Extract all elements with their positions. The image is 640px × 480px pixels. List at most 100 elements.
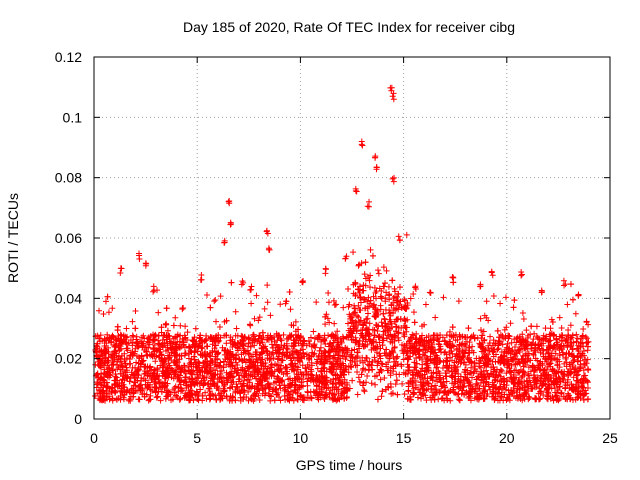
roti-point	[443, 373, 450, 380]
roti-point	[256, 396, 263, 403]
roti-point	[304, 361, 311, 368]
roti-point	[465, 390, 472, 397]
roti-point	[425, 333, 432, 340]
roti-point	[103, 393, 110, 400]
roti-point	[132, 325, 139, 332]
roti-point	[267, 397, 274, 404]
roti-point	[168, 374, 175, 381]
roti-point	[300, 376, 307, 383]
roti-point	[283, 364, 290, 371]
roti-outlier-point	[212, 335, 219, 342]
roti-point	[501, 378, 508, 385]
roti-point	[567, 370, 574, 377]
roti-point	[360, 334, 367, 341]
roti-point	[101, 369, 108, 376]
roti-point	[276, 382, 283, 389]
roti-point	[526, 394, 533, 401]
roti-point	[470, 332, 477, 339]
roti-point	[539, 362, 546, 369]
x-tick-label: 10	[293, 430, 309, 446]
roti-point	[560, 393, 567, 400]
roti-point	[307, 334, 314, 341]
roti-point	[575, 347, 582, 354]
roti-point	[176, 396, 183, 403]
roti-point	[423, 386, 430, 393]
roti-point	[186, 376, 193, 383]
roti-point	[490, 364, 497, 371]
roti-point	[100, 310, 107, 317]
roti-point	[392, 362, 399, 369]
roti-point	[195, 364, 202, 371]
roti-point	[381, 315, 388, 322]
data-points	[92, 84, 592, 404]
grid-lines	[94, 57, 610, 419]
roti-point	[223, 317, 230, 324]
roti-point	[510, 304, 517, 311]
roti-point	[153, 384, 160, 391]
roti-outlier-point	[450, 274, 457, 281]
roti-point	[139, 343, 146, 350]
roti-point	[575, 354, 582, 361]
roti-point	[394, 391, 401, 398]
roti-point	[255, 317, 262, 324]
roti-point	[534, 357, 541, 364]
roti-point	[574, 394, 581, 401]
roti-outlier-point	[240, 279, 247, 286]
roti-point	[311, 343, 318, 350]
roti-point	[204, 343, 211, 350]
roti-point	[583, 335, 590, 342]
roti-point	[96, 335, 103, 342]
roti-point	[185, 383, 192, 390]
roti-point	[443, 378, 450, 385]
roti-point	[104, 383, 111, 390]
roti-point	[398, 304, 405, 311]
roti-point	[568, 381, 575, 388]
roti-point	[511, 297, 518, 304]
roti-point	[130, 388, 137, 395]
roti-point	[365, 303, 372, 310]
roti-point	[211, 298, 218, 305]
roti-point	[280, 331, 287, 338]
roti-point	[127, 352, 134, 359]
roti-point	[351, 309, 358, 316]
roti-point	[521, 371, 528, 378]
roti-point	[213, 356, 220, 363]
roti-point	[202, 368, 209, 375]
roti-point	[511, 344, 518, 351]
roti-point	[558, 390, 565, 397]
roti-point	[300, 349, 307, 356]
roti-point	[306, 340, 313, 347]
roti-point	[197, 351, 204, 358]
roti-point	[161, 379, 168, 386]
roti-point	[308, 359, 315, 366]
y-tick-label: 0	[74, 411, 82, 427]
roti-point	[155, 376, 162, 383]
roti-point	[495, 345, 502, 352]
roti-point	[439, 395, 446, 402]
roti-point	[387, 364, 394, 371]
roti-point	[445, 365, 452, 372]
roti-point	[386, 352, 393, 359]
roti-point	[360, 359, 367, 366]
roti-point	[367, 338, 374, 345]
roti-point	[510, 379, 517, 386]
roti-point	[447, 354, 454, 361]
roti-point	[357, 299, 364, 306]
roti-outlier-point	[426, 289, 433, 296]
roti-point	[289, 394, 296, 401]
roti-point	[418, 381, 425, 388]
roti-point	[295, 371, 302, 378]
roti-point	[154, 373, 161, 380]
roti-point	[380, 337, 387, 344]
roti-point	[327, 347, 334, 354]
roti-point	[506, 365, 513, 372]
roti-point	[309, 349, 316, 356]
roti-point	[344, 349, 351, 356]
roti-point	[530, 352, 537, 359]
roti-point	[565, 331, 572, 338]
roti-point	[322, 321, 329, 328]
roti-point	[528, 345, 535, 352]
roti-point	[335, 376, 342, 383]
roti-point	[348, 347, 355, 354]
roti-point	[166, 362, 173, 369]
